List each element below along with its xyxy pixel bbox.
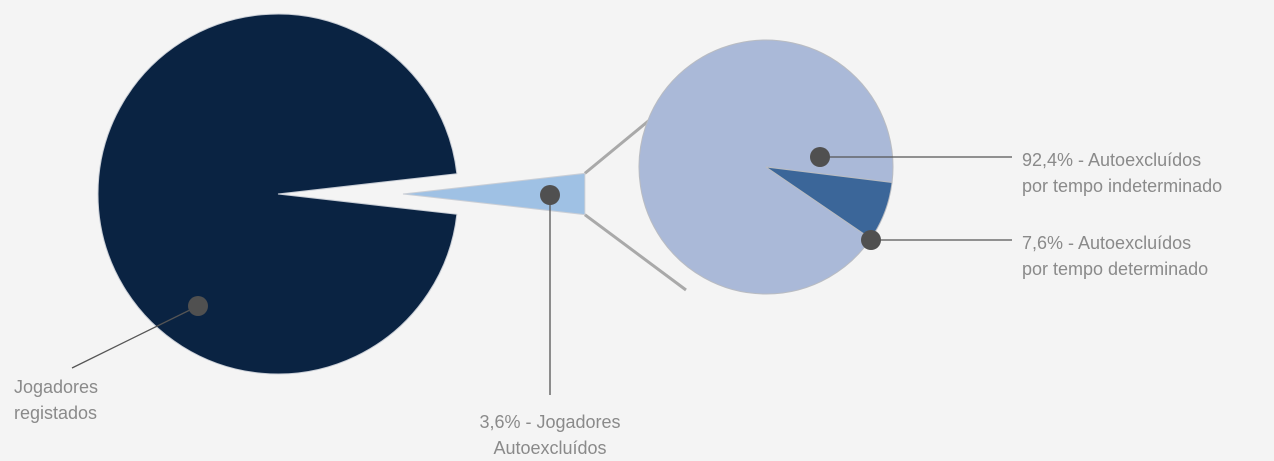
label-jogadores-registados-leader-line xyxy=(71,305,199,369)
slice-jogadores-registados xyxy=(97,13,458,375)
main-pie xyxy=(97,13,586,375)
label-tempo-determinado-marker xyxy=(861,230,881,250)
label-jogadores-autoexcluidos-line-2: Autoexcluídos xyxy=(493,438,606,458)
label-tempo-indeterminado-line-2: por tempo indeterminado xyxy=(1022,176,1222,196)
label-tempo-indeterminado: 92,4% - Autoexcluídos por tempo indetermi… xyxy=(1022,150,1222,196)
label-jogadores-autoexcluidos: 3,6% - Jogadores Autoexcluídos xyxy=(479,412,620,458)
label-jogadores-autoexcluidos-marker xyxy=(540,185,560,205)
slice-labels: Jogadores registados 3,6% - Jogadores Autoe… xyxy=(14,150,1222,458)
label-tempo-determinado-line-1: 7,6% - Autoexcluídos xyxy=(1022,233,1191,253)
leader-lines xyxy=(71,147,1012,395)
label-jogadores-registados: Jogadores registados xyxy=(14,377,98,423)
label-tempo-determinado: 7,6% - Autoexcluídos por tempo determinad… xyxy=(1022,233,1208,279)
label-tempo-indeterminado-marker xyxy=(810,147,830,167)
label-jogadores-autoexcluidos-line-1: 3,6% - Jogadores xyxy=(479,412,620,432)
connector-line-bottom xyxy=(583,213,687,292)
label-jogadores-registados-line-1: Jogadores xyxy=(14,377,98,397)
slice-jogadores-autoexcluidos xyxy=(402,172,586,216)
label-tempo-determinado-line-2: por tempo determinado xyxy=(1022,259,1208,279)
label-jogadores-registados-marker xyxy=(188,296,208,316)
label-tempo-indeterminado-line-1: 92,4% - Autoexcluídos xyxy=(1022,150,1201,170)
label-jogadores-registados-line-2: registados xyxy=(14,403,97,423)
sub-pie xyxy=(638,39,894,295)
